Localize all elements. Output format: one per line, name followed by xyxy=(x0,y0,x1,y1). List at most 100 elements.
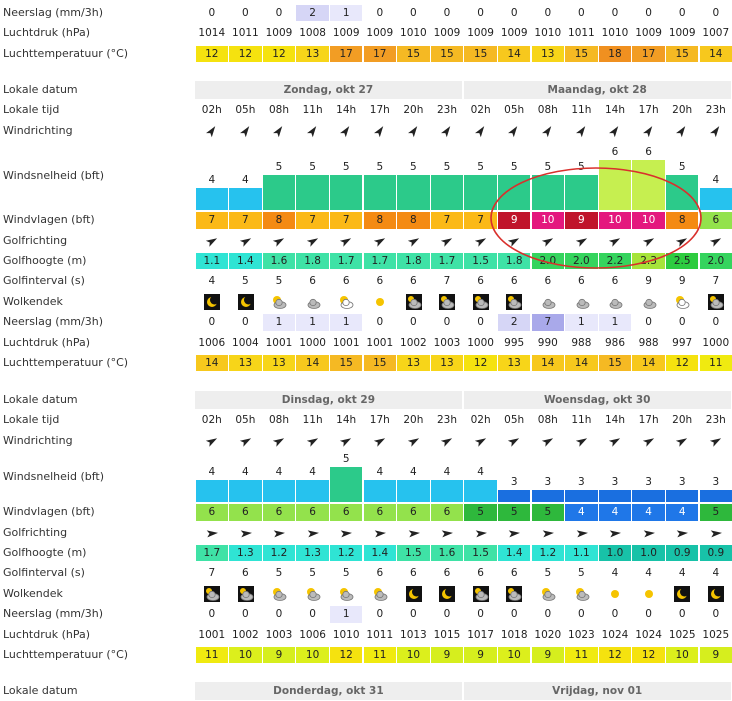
time-cell: 17h xyxy=(638,414,659,427)
value-cell: 10 xyxy=(531,212,565,229)
wind-bar xyxy=(665,489,699,503)
direction-arrow xyxy=(441,438,453,447)
value-cell: 4 xyxy=(611,567,619,580)
wind-bar xyxy=(329,467,363,503)
value-cell: 0 xyxy=(477,7,484,19)
value-cell: 0 xyxy=(611,7,619,19)
value-cell: 2 xyxy=(296,5,329,22)
value-cell: 1009 xyxy=(668,27,696,40)
time-cell: 23h xyxy=(436,414,457,427)
value-cell: 995 xyxy=(504,336,525,349)
wind-speed: 6 xyxy=(645,145,652,158)
wind-speed: 4 xyxy=(477,465,484,478)
value-cell: 0 xyxy=(443,7,451,19)
value-cell: 0 xyxy=(611,608,619,621)
row-label: Neerslag (mm/3h) xyxy=(3,607,103,621)
value-cell: 0 xyxy=(510,7,518,19)
wind-bar xyxy=(665,175,699,211)
value-cell: 0 xyxy=(275,608,283,621)
time-cell: 11h xyxy=(302,414,323,427)
value-cell: 5 xyxy=(309,567,316,580)
value-cell: 13 xyxy=(296,45,329,63)
wind-bar xyxy=(464,175,497,211)
value-cell: 4 xyxy=(598,504,632,521)
time-cell: 02h xyxy=(201,414,222,427)
value-cell: 15 xyxy=(363,355,397,372)
day-header: Woensdag, okt 30 xyxy=(463,391,731,410)
value-cell: 1.6 xyxy=(262,253,296,270)
value-cell: 0 xyxy=(443,608,451,621)
day-header: Vrijdag, nov 01 xyxy=(463,682,731,701)
value-cell: 8 xyxy=(262,212,296,229)
value-cell: 14 xyxy=(699,45,732,63)
direction-arrow xyxy=(374,529,386,537)
wind-speed: 5 xyxy=(678,161,686,174)
time-cell: 17h xyxy=(638,104,659,117)
value-cell: 1018 xyxy=(500,628,528,641)
value-cell: 1024 xyxy=(601,628,629,641)
wind-bar xyxy=(296,175,329,211)
value-cell: 1009 xyxy=(366,27,394,40)
row-label: Luchtdruk (hPa) xyxy=(3,335,91,349)
wind-speed: 4 xyxy=(712,173,720,186)
value-cell: 11 xyxy=(565,647,598,664)
value-cell: 0 xyxy=(578,608,585,621)
value-cell: 1010 xyxy=(534,27,562,40)
value-cell: 1007 xyxy=(702,27,730,40)
value-cell: 7 xyxy=(229,212,262,229)
wind-bar xyxy=(262,479,296,503)
cloud-icon xyxy=(506,293,523,310)
cloud-icon xyxy=(472,293,489,310)
direction-arrow xyxy=(575,438,587,447)
value-cell: 9 xyxy=(430,647,464,664)
value-cell: 17 xyxy=(363,45,397,63)
value-cell: 14 xyxy=(296,355,329,372)
value-cell: 990 xyxy=(537,336,558,349)
wind-bar xyxy=(397,479,430,503)
time-cell: 05h xyxy=(504,414,525,427)
value-cell: 1.8 xyxy=(296,253,329,270)
value-cell: 8 xyxy=(363,212,397,229)
value-cell: 7 xyxy=(208,567,216,580)
value-cell: 1017 xyxy=(467,628,494,641)
value-cell: 6 xyxy=(544,275,552,288)
direction-arrow xyxy=(239,438,251,447)
cloud-icon xyxy=(273,295,287,309)
value-cell: 0 xyxy=(410,316,417,329)
wind-bar xyxy=(632,489,665,503)
value-cell: 1009 xyxy=(265,27,293,40)
direction-arrow xyxy=(541,237,554,247)
direction-arrow xyxy=(642,125,653,137)
value-cell: 10 xyxy=(497,647,531,664)
wind-bar xyxy=(430,479,464,503)
value-cell: 1.3 xyxy=(296,545,329,562)
value-cell: 9 xyxy=(262,647,296,664)
value-cell: 0 xyxy=(477,608,484,621)
cloud-icon xyxy=(575,587,589,601)
wind-speed: 6 xyxy=(611,145,619,158)
cloud-icon xyxy=(506,585,523,602)
value-cell: 12 xyxy=(665,355,699,372)
row-label: Wolkendek xyxy=(3,294,63,308)
direction-arrow xyxy=(642,438,654,447)
cloud-icon xyxy=(405,585,422,602)
value-cell: 1.2 xyxy=(531,545,565,562)
value-cell: 1.7 xyxy=(430,253,464,270)
value-cell: 7 xyxy=(329,212,363,229)
value-cell: 6 xyxy=(296,504,329,521)
value-cell: 0 xyxy=(376,316,384,329)
value-cell: 1.2 xyxy=(262,545,296,562)
wind-speed: 3 xyxy=(611,475,619,488)
value-cell: 12 xyxy=(229,45,262,63)
value-cell: 986 xyxy=(604,336,625,349)
day-header: Maandag, okt 28 xyxy=(463,81,731,100)
value-cell: 9 xyxy=(645,275,652,288)
direction-arrow xyxy=(306,237,318,247)
wind-bar xyxy=(598,159,632,211)
value-cell: 1004 xyxy=(232,336,259,349)
value-cell: 4 xyxy=(645,567,652,580)
value-cell: 1.5 xyxy=(464,253,497,270)
direction-arrow xyxy=(373,237,386,247)
direction-arrow xyxy=(306,125,317,137)
value-cell: 1.7 xyxy=(363,253,397,270)
